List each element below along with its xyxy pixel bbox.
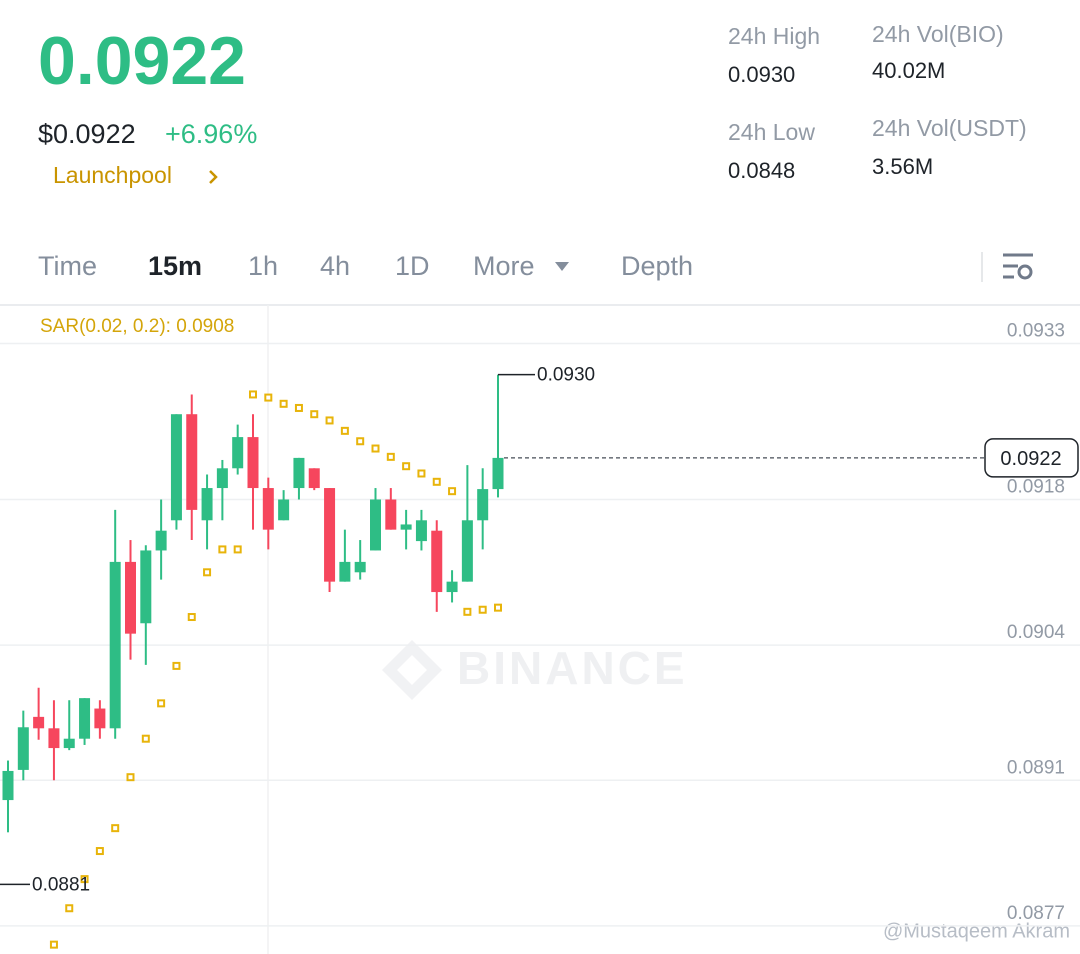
- y-tick-label: 0.0933: [1007, 320, 1065, 341]
- candle-body: [170, 414, 182, 521]
- sar-dot: [417, 469, 426, 478]
- watermark-logo: [382, 640, 442, 700]
- stat-label: 24h Low: [728, 119, 815, 145]
- candle-body: [385, 499, 397, 530]
- sar-dot: [432, 477, 441, 486]
- sar-dot: [402, 462, 411, 471]
- tab[interactable]: Time: [38, 251, 97, 281]
- last-price-box: [984, 438, 1079, 478]
- candle-body: [125, 561, 136, 634]
- candle-body: [431, 530, 443, 593]
- sar-dot: [371, 444, 380, 453]
- sar-dot: [494, 603, 502, 612]
- stat-label: 24h Vol(BIO): [872, 21, 1004, 47]
- tab[interactable]: 15m: [148, 251, 202, 281]
- y-tick-label: 0.0877: [1007, 903, 1065, 924]
- candle-body: [201, 488, 213, 521]
- sar-dot: [111, 824, 120, 833]
- last-price-label: 0.0922: [1000, 448, 1061, 470]
- candle-body: [370, 499, 381, 551]
- stat-value: 0.0930: [728, 62, 795, 87]
- candle-body: [17, 727, 29, 770]
- stat-label: 24h Vol(USDT): [872, 115, 1027, 141]
- sar-dot: [233, 545, 242, 554]
- stat-value: 0.0848: [728, 158, 795, 183]
- tab[interactable]: 4h: [320, 251, 350, 281]
- watermark: BINANCE: [457, 642, 688, 694]
- sar-dot: [448, 487, 457, 496]
- candle-body: [446, 581, 458, 593]
- candle-body: [278, 499, 290, 521]
- candle-body: [461, 520, 473, 582]
- tab[interactable]: 1h: [248, 251, 278, 281]
- sar-dot: [157, 699, 166, 708]
- y-tick-label: 0.0904: [1007, 622, 1066, 643]
- candle-body: [79, 698, 91, 739]
- candle-body: [247, 437, 259, 489]
- high-label: 0.0930: [537, 365, 595, 386]
- candle-body: [415, 520, 427, 542]
- candle-body: [155, 530, 167, 551]
- chevron: [209, 170, 218, 184]
- candle-body: [48, 728, 60, 749]
- y-tick-label: 0.0891: [1007, 757, 1065, 778]
- sar-dot: [340, 426, 349, 435]
- stat-value: 3.56M: [872, 154, 933, 179]
- sar-dot: [80, 875, 89, 884]
- sar-dot: [126, 773, 135, 782]
- stat-label: 24h High: [728, 23, 820, 49]
- candle-body: [2, 770, 14, 801]
- candle-body: [354, 561, 366, 573]
- price: 0.0922: [38, 23, 246, 99]
- tab[interactable]: More: [473, 251, 535, 281]
- indicator-label: SAR(0.02, 0.2): 0.0908: [40, 316, 234, 337]
- candle-body: [477, 489, 489, 521]
- candle-body: [216, 468, 228, 489]
- sar-dot: [95, 847, 104, 856]
- sar-dot: [463, 607, 472, 616]
- candle-body: [94, 708, 106, 729]
- sar-dot: [264, 393, 273, 402]
- sar-dot: [249, 390, 257, 399]
- candle-body: [63, 738, 75, 749]
- sar-dot: [294, 403, 303, 412]
- settings-icon[interactable]: [1003, 253, 1033, 280]
- sar-dot: [310, 410, 319, 419]
- sar-dot: [65, 904, 74, 913]
- candle-body: [308, 468, 320, 489]
- candle-body: [400, 524, 412, 530]
- sar-dot: [141, 734, 150, 743]
- candle-body: [33, 716, 45, 729]
- change: +6.96%: [165, 119, 257, 149]
- launchpool-link[interactable]: Launchpool: [53, 162, 172, 188]
- tab[interactable]: Depth: [621, 251, 693, 281]
- candle-body: [232, 437, 244, 469]
- tab[interactable]: 1D: [395, 251, 430, 281]
- y-tick-label: 0.0918: [1007, 477, 1065, 498]
- sar-dot: [325, 416, 334, 425]
- candle-body: [262, 488, 274, 530]
- low-label: 0.0881: [32, 874, 90, 895]
- sar-dot: [203, 568, 212, 577]
- candle-body: [109, 561, 121, 729]
- candle-body: [293, 457, 305, 489]
- stat-value: 40.02M: [872, 58, 945, 83]
- candle-body: [324, 488, 336, 582]
- sar-dot: [218, 545, 227, 554]
- sar-dot: [187, 613, 196, 622]
- candle-body: [339, 561, 351, 582]
- candle-body: [140, 550, 152, 624]
- sar-dot: [478, 605, 487, 614]
- sar-dot: [49, 940, 58, 949]
- sar-dot: [172, 661, 181, 670]
- sar-dot: [386, 452, 395, 461]
- candle-body: [186, 414, 198, 510]
- candle-body: [492, 457, 504, 490]
- usd-price: $0.0922: [38, 119, 136, 149]
- sar-dot: [356, 437, 365, 446]
- sar-dot: [279, 399, 288, 408]
- dropdown-arrow: [555, 262, 569, 271]
